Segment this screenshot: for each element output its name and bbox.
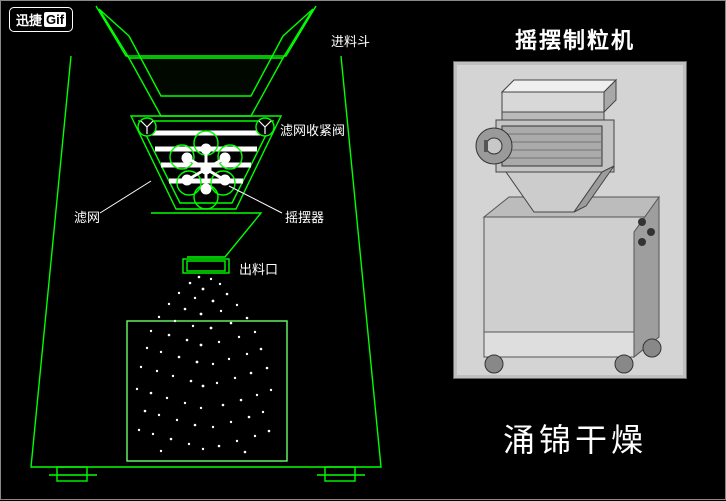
- particles: [136, 276, 272, 454]
- label-sieve: 滤网: [74, 207, 100, 226]
- label-rocker: 摇摆器: [285, 207, 324, 226]
- machine-illustration: [454, 62, 688, 380]
- machine-photo: [453, 61, 687, 379]
- machine-title: 摇摆制粒机: [515, 23, 635, 55]
- label-sieve-valve: 滤网收紧阀: [280, 120, 345, 139]
- label-outlet: 出料口: [239, 259, 278, 278]
- label-feed-hopper: 进料斗: [331, 31, 370, 50]
- brand-text: 涌锦干燥: [503, 415, 647, 461]
- technical-diagram: [1, 1, 431, 501]
